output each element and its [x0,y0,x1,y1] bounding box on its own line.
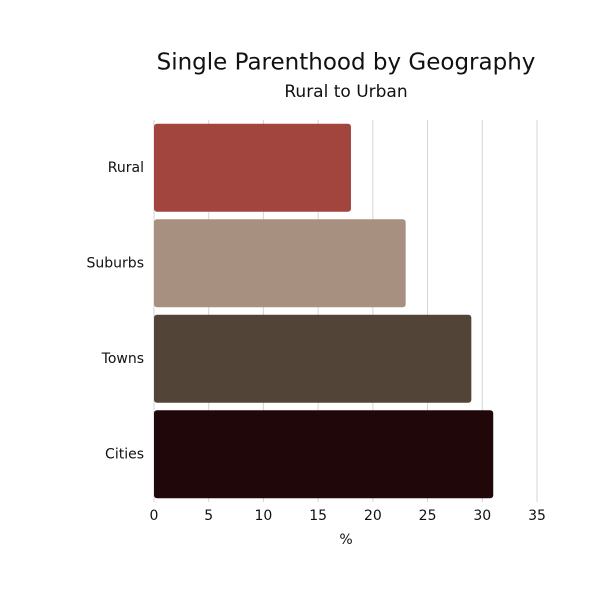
x-axis-label: % [339,532,352,548]
y-tick-label: Towns [101,351,144,367]
bar [154,410,494,499]
x-tick-label: 0 [150,508,159,524]
x-tick-label: 20 [364,508,382,524]
y-tick-label: Cities [105,446,144,462]
y-tick-label: Suburbs [87,255,144,271]
bar [154,123,351,212]
x-tick-label: 25 [419,508,437,524]
bar [154,219,406,308]
x-tick-label: 35 [528,508,546,524]
x-tick-label: 15 [309,508,327,524]
chart-subtitle: Rural to Urban [284,82,407,102]
y-tick-label: Rural [108,160,144,176]
x-tick-label: 30 [473,508,491,524]
bar [154,314,472,403]
chart-title: Single Parenthood by Geography [157,50,536,76]
x-tick-label: 5 [204,508,213,524]
x-tick-label: 10 [255,508,273,524]
